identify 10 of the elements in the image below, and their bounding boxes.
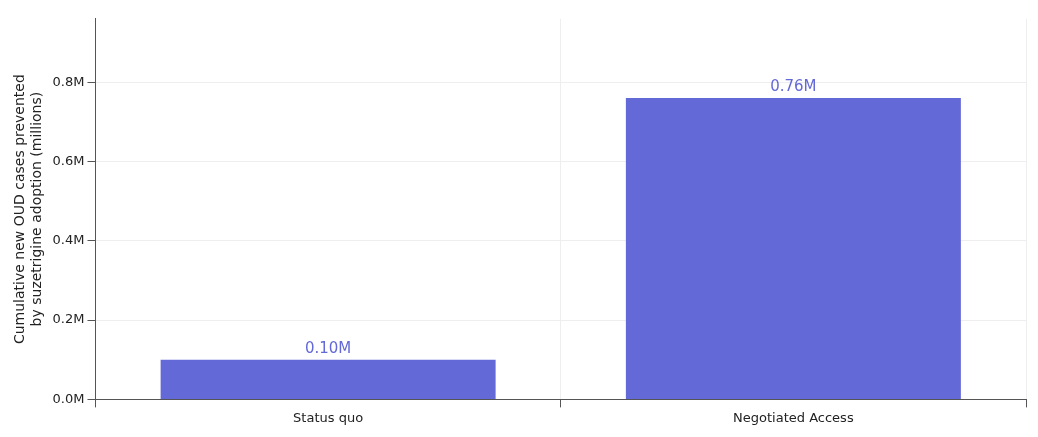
data-label: 0.76M: [770, 77, 817, 96]
y-tick-label: 0.2M: [52, 311, 85, 327]
y-tick-label: 0.6M: [52, 152, 85, 168]
y-axis-title: Cumulative new OUD cases prevented by suzetrigine adoption (millions): [11, 74, 44, 345]
x-tick-label: Status quo: [293, 409, 364, 425]
y-tick-label: 0.4M: [52, 232, 85, 248]
y-tick-label: 0.0M: [52, 390, 85, 406]
y-tick-label: 0.8M: [52, 73, 85, 89]
data-label: 0.10M: [304, 339, 352, 358]
x-tick-label: Negotiated Access: [733, 409, 854, 425]
